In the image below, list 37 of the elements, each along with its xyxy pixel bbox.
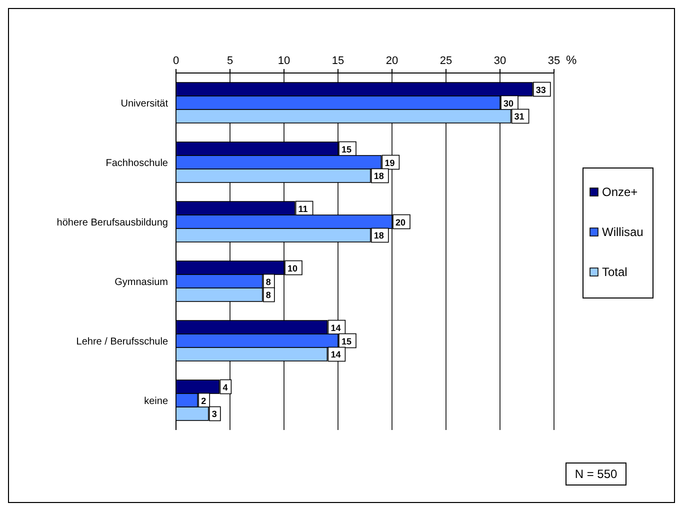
data-label: 11 (298, 204, 308, 214)
x-tick-label: 30 (494, 55, 506, 67)
y-tick-label: höhere Berufsausbildung (56, 217, 168, 228)
data-label: 19 (384, 158, 395, 168)
y-tick-label: Fachhoschule (106, 158, 168, 169)
data-label: 20 (396, 217, 406, 228)
x-tick-label: 35 (548, 55, 560, 67)
x-tick-label: 25 (440, 55, 452, 67)
y-tick-label: Lehre / Berufsschule (76, 336, 168, 348)
data-label: 8 (266, 290, 271, 300)
data-label: 8 (266, 276, 271, 287)
x-tick-label: 15 (332, 55, 344, 67)
y-tick-label: Universität (120, 98, 168, 110)
legend-label: Total (602, 265, 628, 279)
data-label: 15 (342, 336, 352, 346)
x-tick-label: 10 (278, 55, 290, 67)
x-tick-label: 20 (386, 55, 398, 67)
data-label: 18 (374, 171, 384, 182)
text: N = 550 (574, 467, 618, 481)
data-label: 31 (514, 112, 524, 122)
y-tick-label: keine (144, 396, 168, 407)
data-label: 33 (536, 84, 546, 95)
data-label: 2 (201, 396, 206, 406)
data-label: 3 (212, 409, 217, 420)
data-label: 15 (342, 144, 352, 154)
data-label: 14 (330, 350, 341, 360)
y-tick-label: Gymnasium (114, 276, 168, 288)
legend-label: Onze+ (602, 185, 638, 199)
data-label: 10 (288, 263, 298, 274)
x-tick-label: 5 (226, 55, 234, 67)
x-tick-label: 0 (172, 55, 180, 67)
legend-label: Willisau (602, 225, 644, 239)
data-label: 18 (374, 230, 384, 241)
x-axis-title: % (566, 53, 577, 67)
data-label: 30 (504, 98, 514, 108)
data-label: 14 (330, 322, 341, 333)
data-label: 4 (222, 382, 228, 392)
